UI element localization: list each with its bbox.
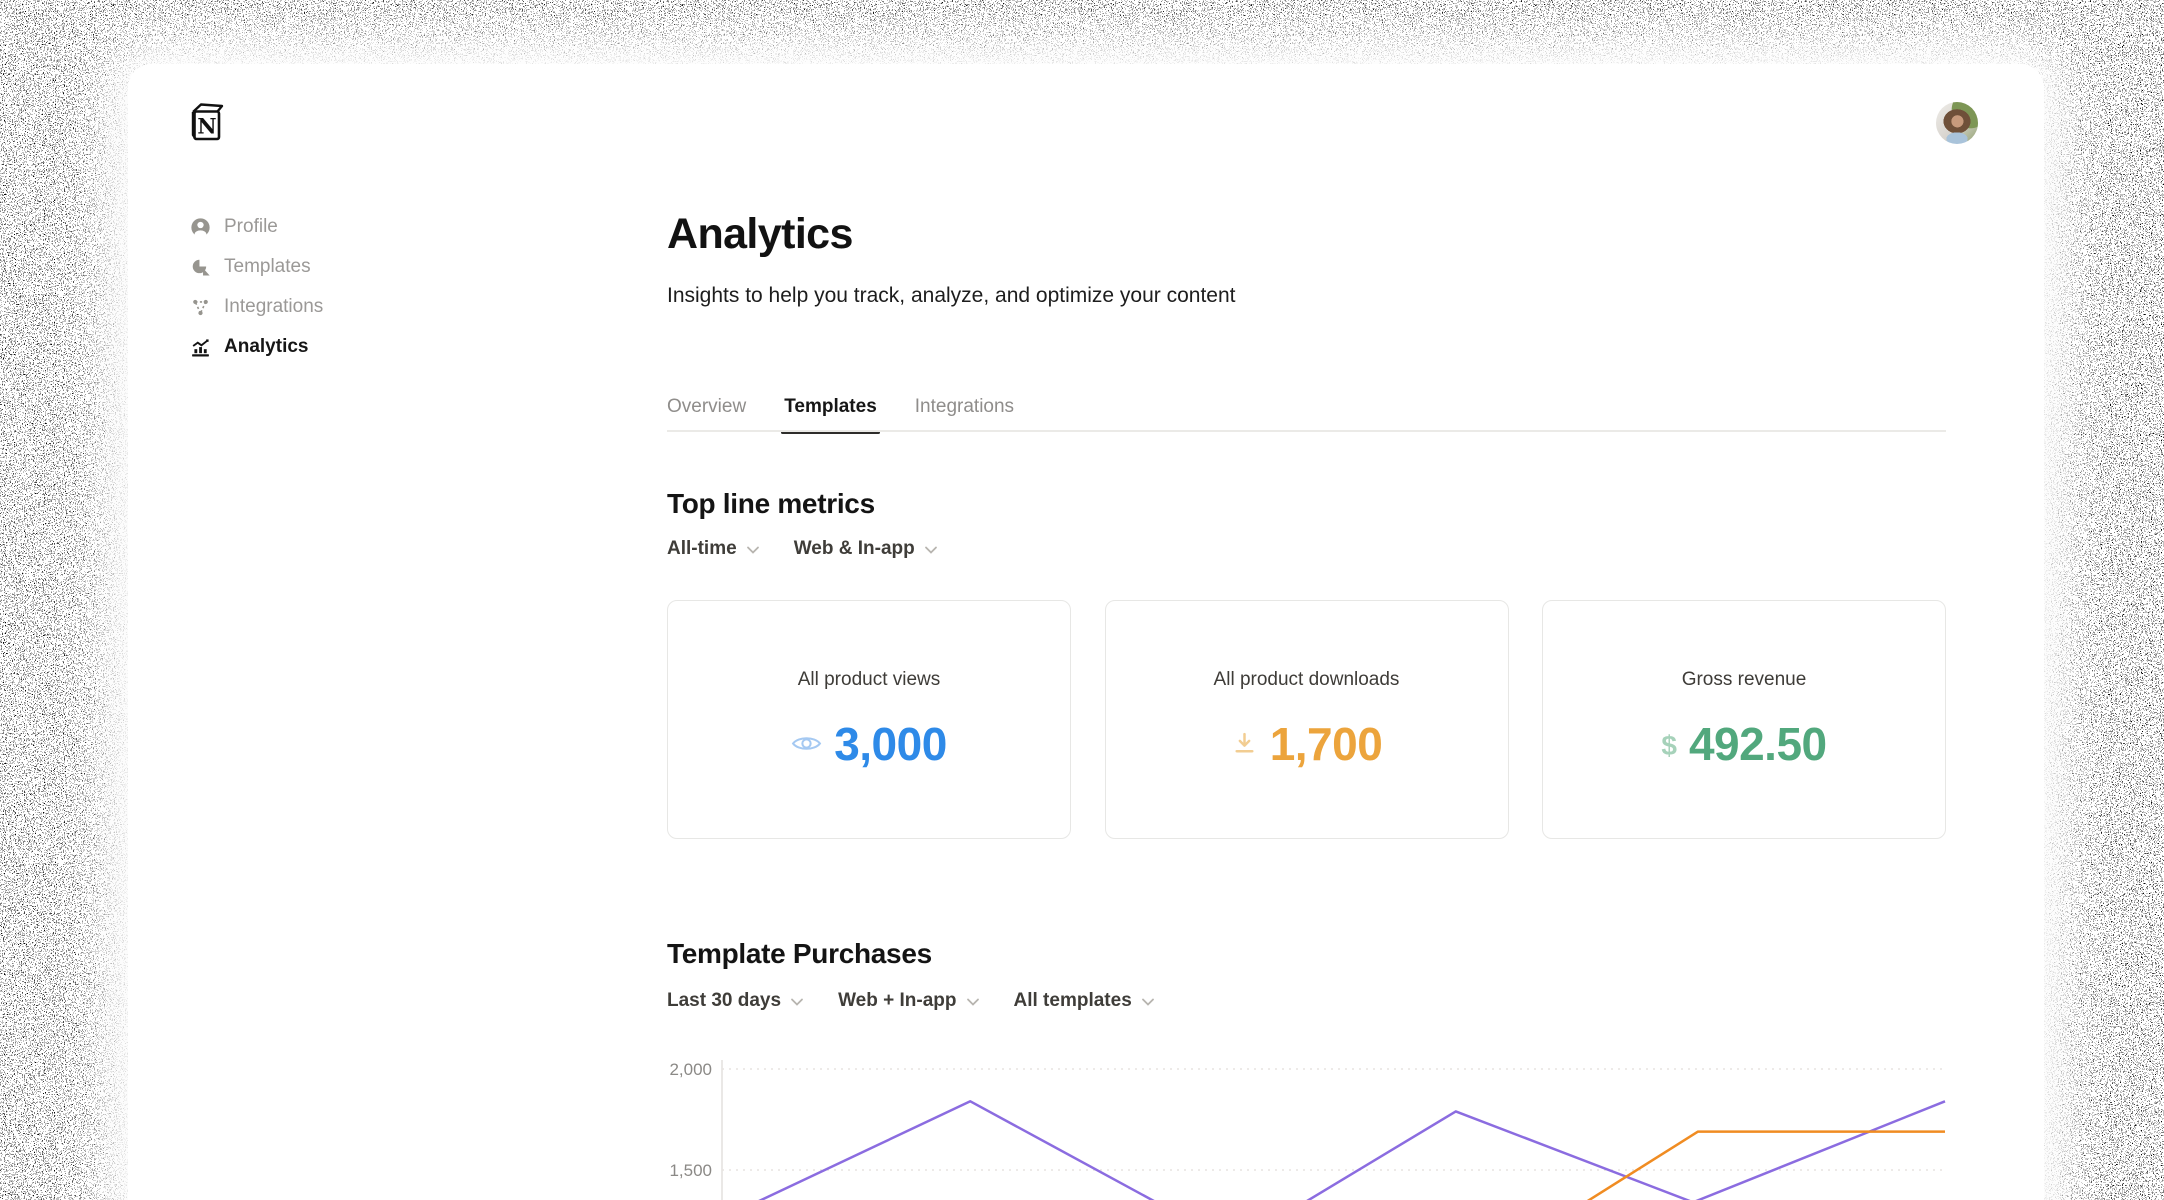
filter-label: All templates — [1013, 990, 1132, 1011]
template-filter[interactable]: All templates — [1014, 990, 1155, 1012]
filter-label: All-time — [667, 538, 737, 559]
section-heading-top-line-metrics: Top line metrics — [667, 488, 875, 519]
tab-divider — [667, 430, 1946, 432]
purchases-filters: Last 30 days Web + In-app All templates — [667, 990, 1155, 1012]
metric-label: All product views — [797, 668, 941, 690]
tab-integrations[interactable]: Integrations — [914, 396, 1015, 417]
section-heading-template-purchases: Template Purchases — [667, 938, 932, 969]
filter-label: Last 30 days — [667, 990, 782, 1011]
notion-logo-icon: N — [191, 103, 224, 141]
metric-card-gross-revenue: Gross revenue $ 492.50 — [1542, 600, 1946, 839]
metric-value: 3,000 — [834, 717, 947, 770]
platform-filter[interactable]: Web & In-app — [794, 538, 938, 560]
page-subtitle: Insights to help you track, analyze, and… — [667, 284, 1236, 307]
chevron-down-icon — [966, 998, 979, 1006]
date-range-filter[interactable]: Last 30 days — [667, 990, 804, 1012]
shapes-icon — [192, 259, 210, 275]
filter-label: Web + In-app — [838, 990, 957, 1011]
user-avatar[interactable] — [1936, 102, 1978, 144]
purchases-chart: 2,000 1,500 — [667, 1050, 1946, 1200]
tab-templates[interactable]: Templates — [781, 390, 880, 434]
sidebar-item-templates[interactable]: Templates — [190, 247, 520, 287]
network-nodes-icon — [193, 299, 208, 315]
user-circle-icon — [191, 217, 210, 238]
sidebar-item-analytics[interactable]: Analytics — [190, 327, 520, 367]
metric-value: 492.50 — [1688, 717, 1827, 770]
chevron-down-icon — [1141, 998, 1154, 1006]
metric-card-product-views: All product views 3,000 — [667, 600, 1071, 839]
bar-chart-icon — [192, 338, 209, 357]
filter-label: Web & In-app — [793, 538, 915, 559]
eye-icon — [791, 733, 822, 754]
metric-card-product-downloads: All product downloads 1,700 — [1104, 600, 1509, 839]
sidebar-item-profile[interactable]: Profile — [190, 207, 520, 247]
sidebar-item-label: Templates — [224, 256, 311, 277]
chevron-down-icon — [791, 998, 803, 1006]
chevron-down-icon — [924, 546, 937, 554]
metric-value: 1,700 — [1269, 717, 1383, 770]
platform-filter[interactable]: Web + In-app — [838, 990, 979, 1012]
svg-text:1,500: 1,500 — [669, 1161, 712, 1180]
line-chart: 2,000 1,500 — [669, 1060, 1946, 1200]
download-icon — [1231, 730, 1258, 757]
svg-text:2,000: 2,000 — [669, 1060, 712, 1079]
app-window: N Profile Templates — [128, 64, 2044, 1200]
sidebar-item-label: Analytics — [224, 336, 309, 357]
chevron-down-icon — [746, 546, 759, 554]
tab-overview[interactable]: Overview — [667, 396, 747, 417]
sidebar-item-label: Profile — [224, 216, 278, 237]
time-range-filter[interactable]: All-time — [667, 538, 760, 560]
metric-cards-row: All product views 3,000 All product down… — [667, 600, 1946, 839]
metric-label: All product downloads — [1213, 668, 1400, 690]
sidebar-item-label: Integrations — [224, 296, 324, 317]
sidebar: Profile Templates Integrations — [190, 207, 520, 367]
metrics-filters: All-time Web & In-app — [667, 538, 938, 560]
dollar-sign-icon: $ — [1661, 729, 1677, 761]
page-title: Analytics — [667, 210, 853, 258]
svg-text:N: N — [197, 114, 216, 139]
metric-label: Gross revenue — [1681, 668, 1807, 690]
tab-bar: Overview Templates Integrations — [667, 390, 1014, 434]
sidebar-item-integrations[interactable]: Integrations — [190, 287, 520, 327]
